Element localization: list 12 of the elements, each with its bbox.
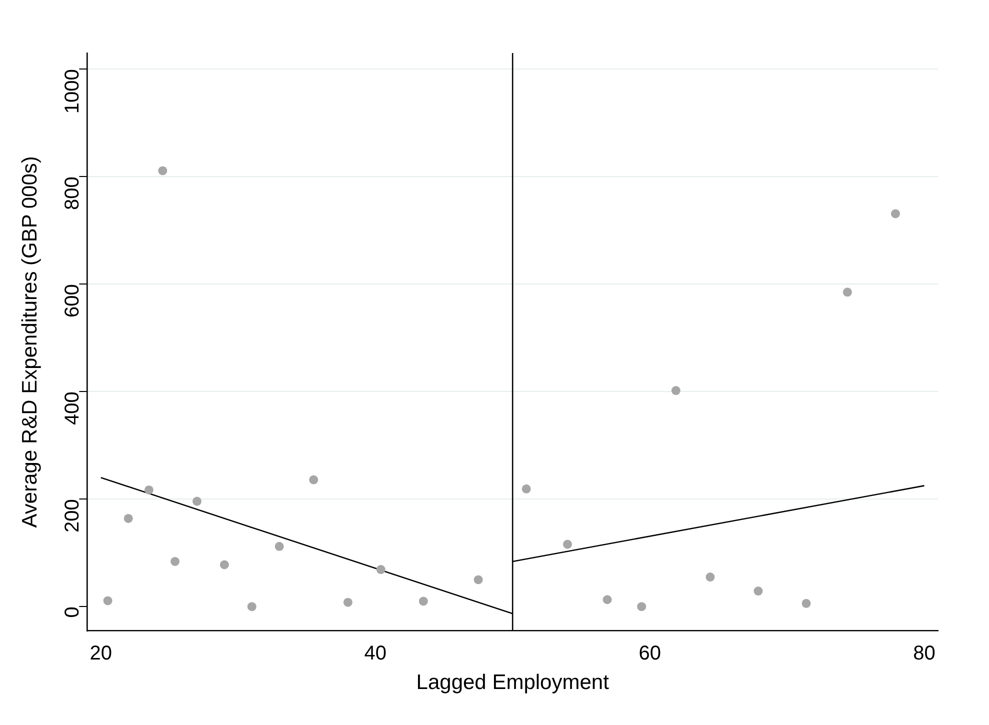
y-tick-label: 0 bbox=[62, 606, 84, 618]
y-axis-title: Average R&D Expenditures (GBP 000s) bbox=[18, 156, 42, 528]
y-tick-label: 600 bbox=[62, 284, 84, 318]
y-tick-label: 800 bbox=[62, 176, 84, 210]
x-tick-label: 20 bbox=[90, 642, 112, 664]
y-tick-label: 400 bbox=[62, 392, 84, 425]
y-tick-label: 200 bbox=[62, 499, 84, 532]
x-tick-label: 60 bbox=[638, 642, 661, 664]
x-axis-title: Lagged Employment bbox=[416, 671, 610, 694]
y-tick-label: 1000 bbox=[62, 69, 84, 114]
x-tick-label: 40 bbox=[364, 642, 386, 664]
x-tick-label: 80 bbox=[913, 642, 936, 664]
